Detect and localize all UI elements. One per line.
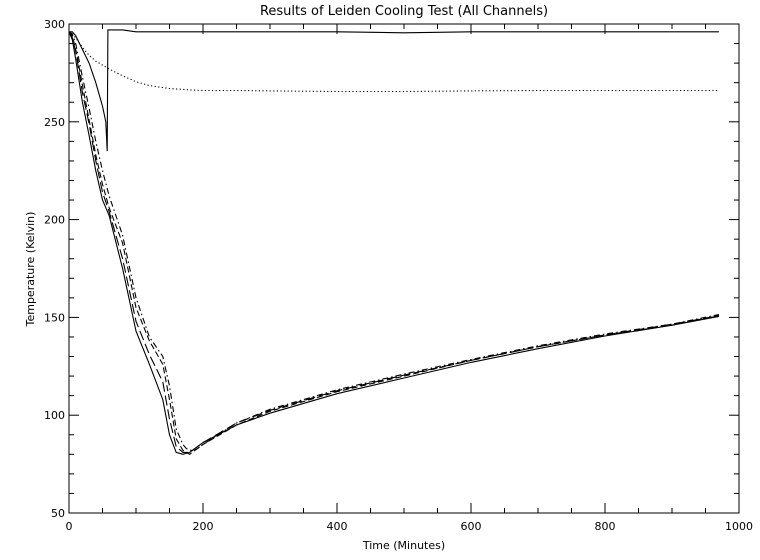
- y-tick-label: 250: [44, 116, 65, 129]
- x-tick-label: 400: [327, 520, 348, 533]
- y-tick-label: 300: [44, 18, 65, 31]
- y-tick-label: 200: [44, 214, 65, 227]
- series-line-6: [68, 31, 719, 453]
- y-tick-label: 50: [51, 507, 65, 520]
- plot-frame: [68, 23, 740, 514]
- series-line-1: [69, 29, 719, 152]
- y-tick-label: 100: [44, 409, 65, 422]
- axis-ticks: 0 200 400 600 800 1000 50 100 150 200 250 300: [44, 18, 753, 533]
- series-line-2: [68, 31, 719, 93]
- series-line-3: [68, 31, 720, 455]
- x-tick-label: 1000: [725, 520, 753, 533]
- series-line-5: [68, 31, 720, 451]
- chart-title: Results of Leiden Cooling Test (All Chan…: [260, 4, 548, 19]
- x-tick-label: 0: [66, 520, 73, 533]
- x-tick-label: 200: [193, 520, 214, 533]
- x-axis-label: Time (Minutes): [362, 539, 445, 552]
- x-tick-label: 800: [595, 520, 616, 533]
- series-layer: [68, 29, 720, 455]
- y-tick-label: 150: [44, 311, 65, 324]
- y-axis-label: Temperature (Kelvin): [24, 212, 37, 328]
- series-line-4: [68, 31, 720, 455]
- x-tick-label: 600: [461, 520, 482, 533]
